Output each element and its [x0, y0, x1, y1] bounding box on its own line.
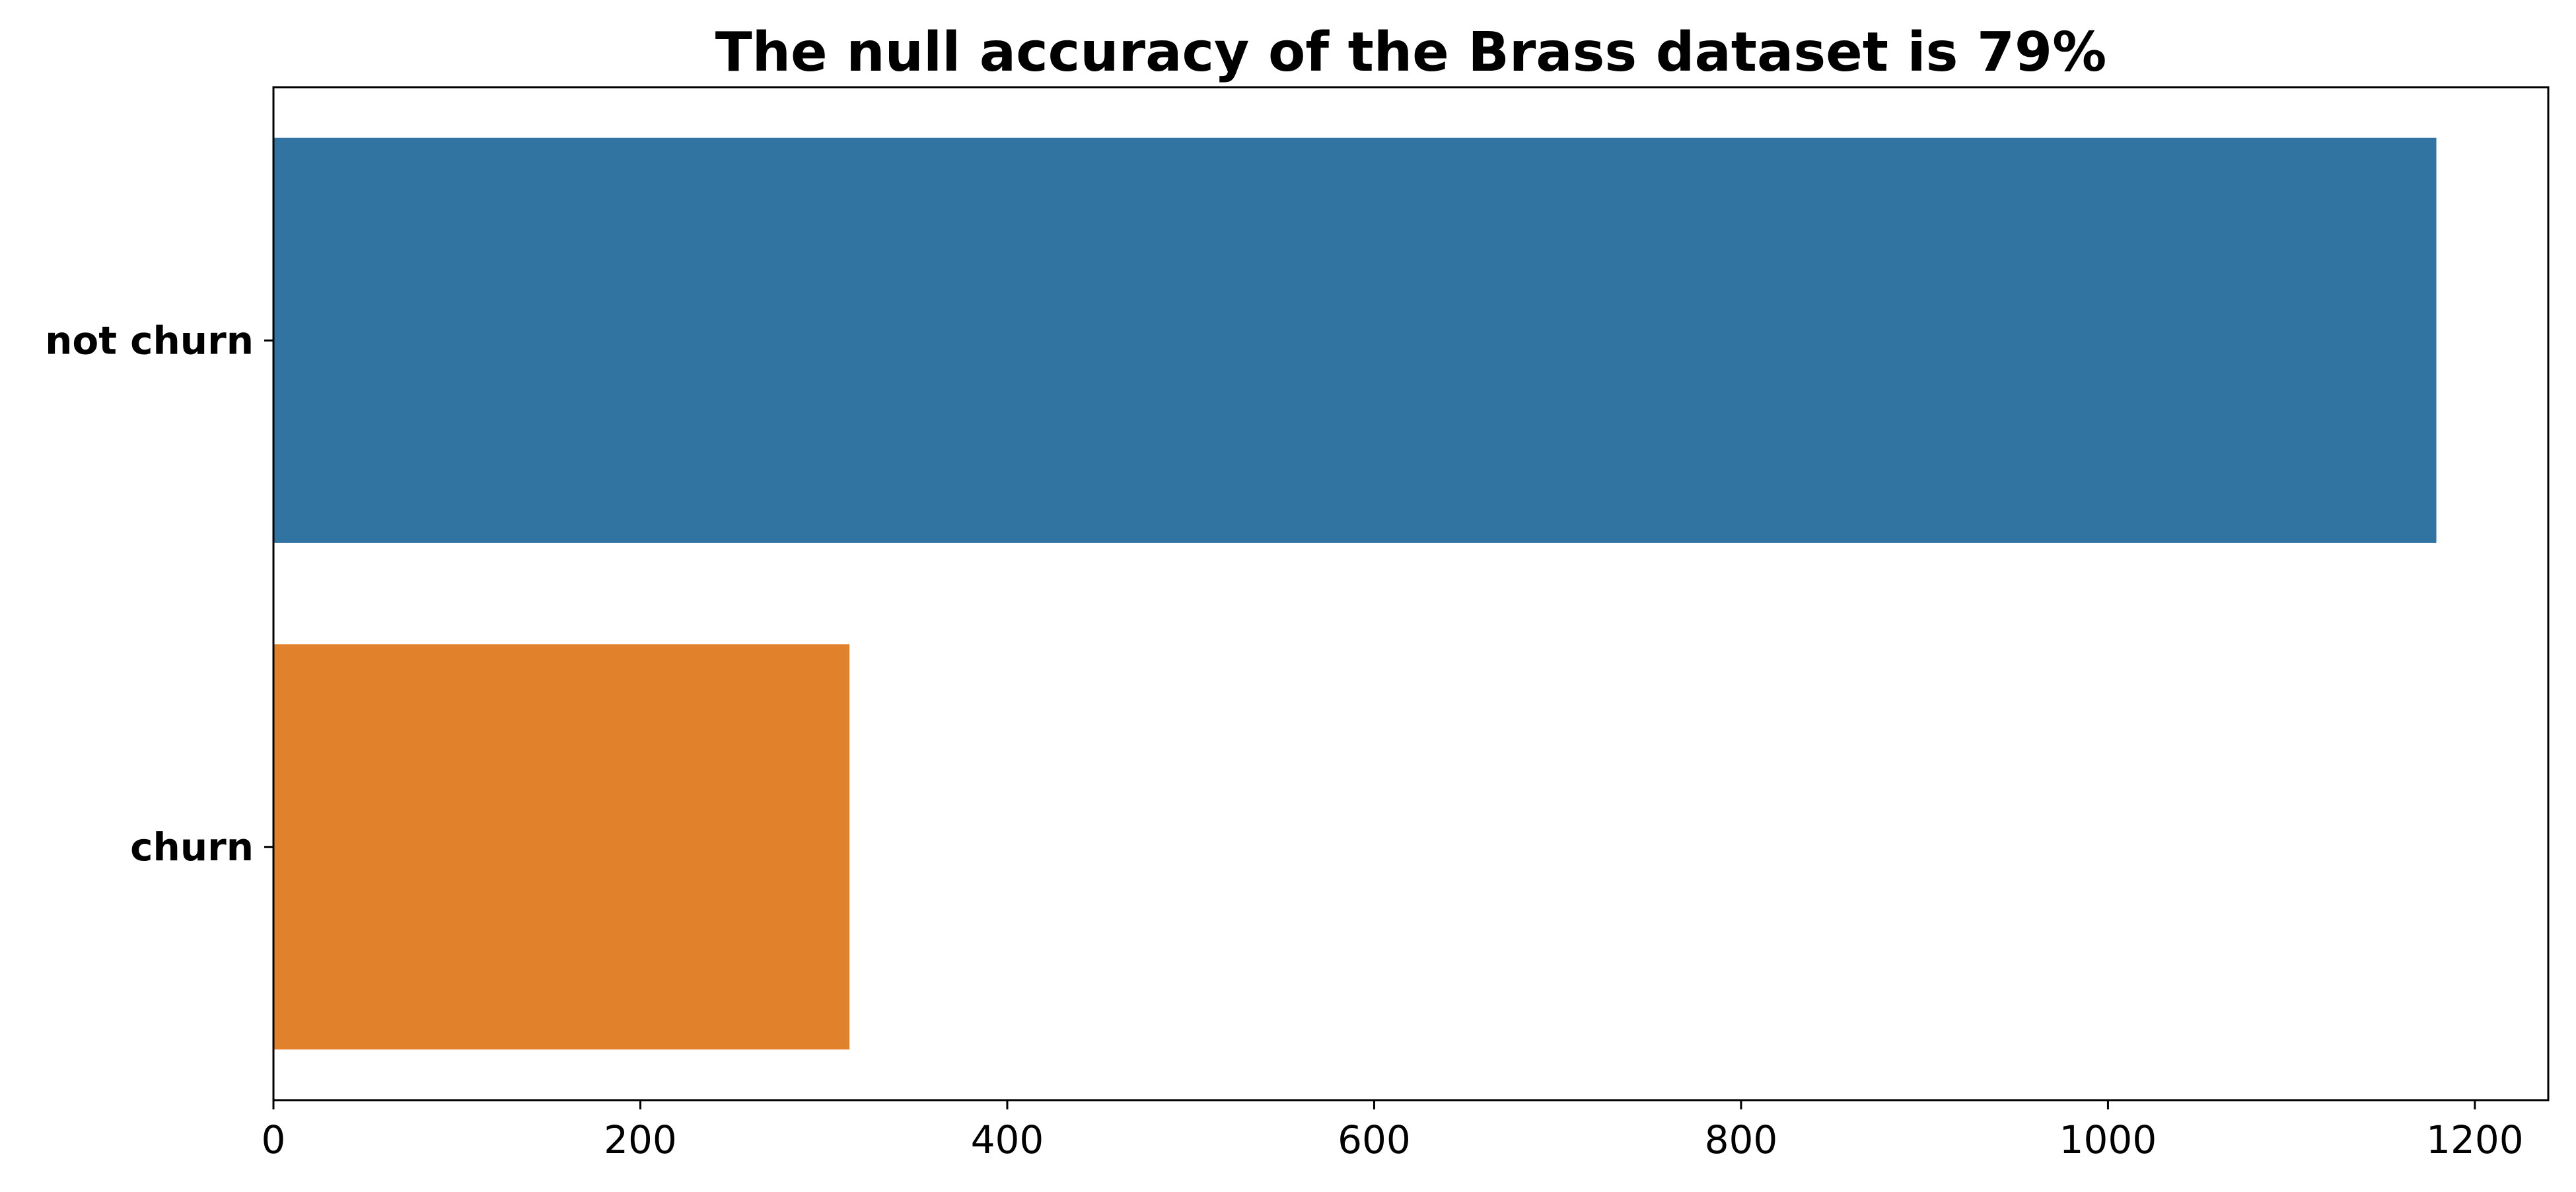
chart-title: The null accuracy of the Brass dataset i…: [715, 21, 2107, 84]
y-tick-label: churn: [130, 825, 254, 870]
x-tick-label: 1000: [2059, 1117, 2157, 1162]
x-tick-label: 1200: [2426, 1117, 2524, 1162]
x-tick-label: 600: [1338, 1117, 1411, 1162]
x-tick-label: 800: [1705, 1117, 1778, 1162]
plot-frame: [272, 86, 2550, 1101]
bar-not-churn: [273, 137, 2437, 543]
y-axis: not churn churn: [45, 318, 273, 870]
y-tick-label: not churn: [45, 318, 254, 363]
x-tick-label: 200: [604, 1117, 677, 1162]
x-axis: 0 200 400 600 800 1000 1200: [262, 1100, 2524, 1162]
bars-layer: [273, 137, 2437, 1050]
x-tick-label: 400: [971, 1117, 1044, 1162]
x-tick-label: 0: [262, 1117, 286, 1162]
bar-churn: [273, 644, 850, 1050]
